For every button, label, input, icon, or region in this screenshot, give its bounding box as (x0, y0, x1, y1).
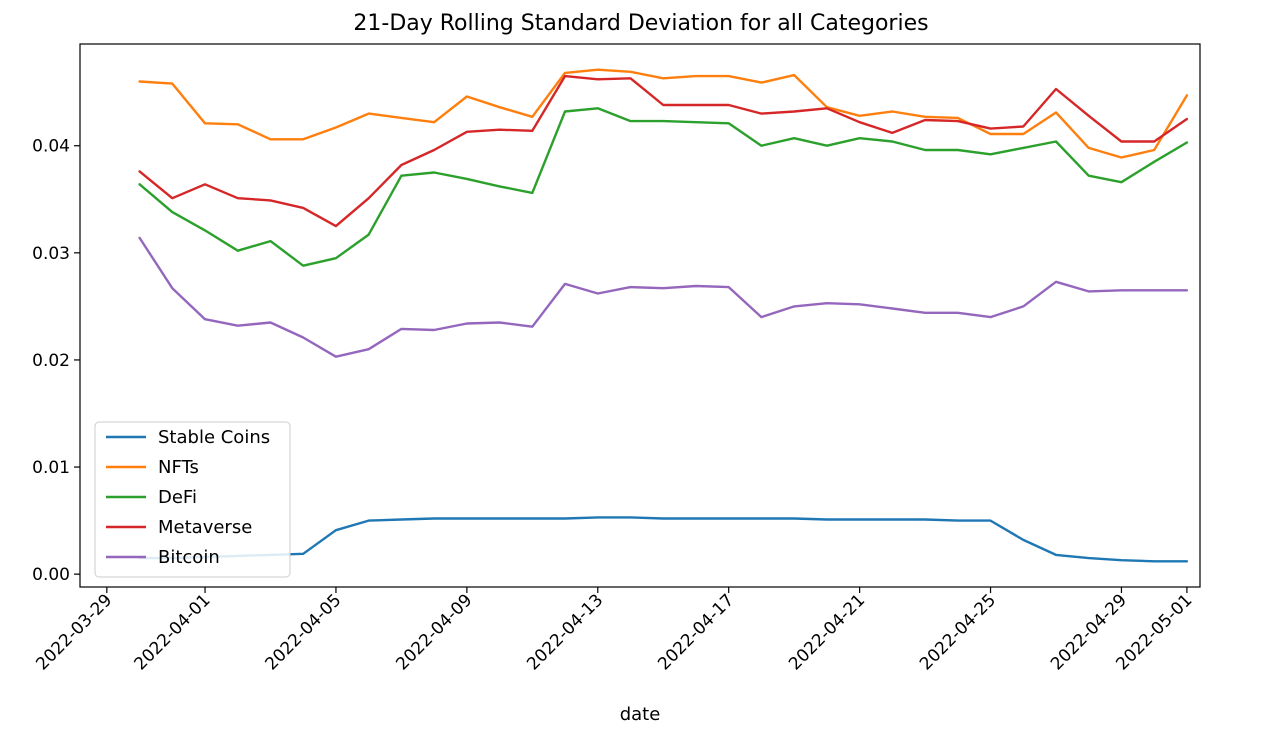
x-tick-label: 2022-04-09 (392, 590, 476, 674)
series-layer (138, 68, 1189, 563)
series-line-metaverse (138, 74, 1189, 228)
plot-frame (79, 43, 1201, 588)
y-tick-label: 0.00 (32, 565, 70, 585)
x-tick-label: 2022-03-29 (32, 590, 116, 674)
series-line-defi (138, 107, 1189, 267)
series-line-bitcoin (138, 236, 1189, 358)
legend-label: Stable Coins (158, 427, 270, 448)
x-tick-label: 2022-04-05 (261, 590, 345, 674)
x-tick-label: 2022-04-13 (523, 590, 607, 674)
y-tick-label: 0.02 (32, 351, 70, 371)
legend-label: Bitcoin (158, 547, 220, 568)
series-line-nfts (138, 68, 1189, 159)
legend-label: DeFi (158, 487, 197, 508)
x-tick-label: 2022-04-17 (654, 590, 738, 674)
y-tick-label: 0.03 (32, 244, 70, 264)
y-tick-label: 0.01 (32, 458, 70, 478)
x-tick-label: 2022-04-21 (785, 590, 869, 674)
chart-title: 21-Day Rolling Standard Deviation for al… (353, 11, 928, 36)
legend-label: Metaverse (158, 517, 252, 538)
legend-box (94, 421, 291, 578)
legend: Stable Coins NFTs DeFi Metaverse Bitcoin (94, 421, 291, 578)
x-tick-label: 2022-04-01 (131, 590, 215, 674)
x-axis-label: date (620, 704, 661, 725)
legend-label: NFTs (158, 457, 199, 478)
x-axis: 2022-03-29 2022-04-01 2022-04-05 2022-04-09… (32, 587, 1196, 674)
y-tick-label: 0.04 (32, 137, 70, 157)
x-tick-label: 2022-04-25 (916, 590, 1000, 674)
series-line-stable-coins (138, 516, 1189, 563)
y-axis: 0.00 0.01 0.02 0.03 0.04 (32, 137, 80, 585)
